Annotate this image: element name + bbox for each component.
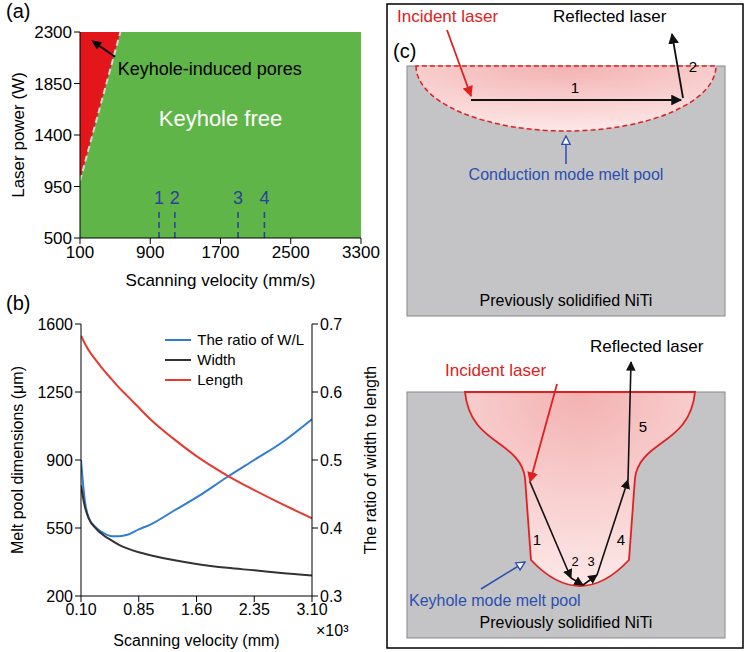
svg-text:1: 1 — [154, 188, 164, 208]
svg-text:Scanning velocity (mm): Scanning velocity (mm) — [113, 632, 279, 649]
svg-text:Reflected laser: Reflected laser — [553, 7, 667, 26]
svg-text:Conduction mode melt pool: Conduction mode melt pool — [469, 166, 664, 183]
svg-text:5: 5 — [639, 418, 647, 435]
svg-text:Keyhole free: Keyhole free — [159, 106, 283, 131]
html-text:Width: Width — [197, 351, 236, 368]
svg-text:2: 2 — [689, 58, 697, 75]
svg-text:1400: 1400 — [34, 126, 72, 145]
svg-text:1.60: 1.60 — [181, 601, 212, 618]
svg-text:(c): (c) — [393, 40, 416, 62]
html-text:×10³: ×10³ — [316, 622, 349, 639]
html-text:The ratio of W/L: The ratio of W/L — [197, 331, 304, 348]
svg-text:0.7: 0.7 — [320, 316, 342, 333]
svg-text:3.10: 3.10 — [296, 601, 328, 619]
svg-text:2.35: 2.35 — [239, 601, 270, 618]
svg-text:Keyhole mode melt pool: Keyhole mode melt pool — [409, 592, 581, 609]
svg-text:Previously solidified NiTi: Previously solidified NiTi — [480, 292, 653, 309]
svg-text:900: 900 — [136, 243, 164, 262]
svg-text:0.5: 0.5 — [320, 452, 342, 469]
svg-text:Scanning velocity (mm/s): Scanning velocity (mm/s) — [126, 271, 316, 290]
html-text:(a): (a) — [6, 0, 31, 22]
svg-text:1700: 1700 — [202, 243, 240, 262]
svg-text:1: 1 — [533, 531, 541, 548]
svg-text:1600: 1600 — [37, 316, 73, 333]
svg-text:900: 900 — [46, 452, 73, 469]
svg-text:Incident laser: Incident laser — [397, 7, 498, 26]
svg-text:The ratio of width to length: The ratio of width to length — [362, 366, 379, 555]
svg-text:2300: 2300 — [34, 23, 72, 42]
svg-text:0.6: 0.6 — [320, 384, 342, 401]
svg-text:0.85: 0.85 — [123, 601, 154, 618]
svg-text:500: 500 — [44, 229, 72, 248]
svg-text:2: 2 — [170, 188, 180, 208]
svg-text:3: 3 — [587, 554, 594, 569]
svg-text:4: 4 — [259, 188, 269, 208]
svg-text:Keyhole-induced pores: Keyhole-induced pores — [118, 59, 302, 79]
svg-text:950: 950 — [44, 178, 72, 197]
svg-text:Reflected laser: Reflected laser — [590, 337, 704, 356]
html-text:Length: Length — [197, 371, 244, 388]
svg-text:3: 3 — [233, 188, 243, 208]
svg-text:0.3: 0.3 — [320, 588, 342, 605]
svg-text:1: 1 — [571, 79, 579, 96]
svg-text:2500: 2500 — [272, 243, 310, 262]
svg-text:Incident laser: Incident laser — [445, 361, 546, 380]
svg-text:3300: 3300 — [342, 243, 380, 262]
svg-text:1250: 1250 — [37, 384, 73, 401]
svg-text:4: 4 — [617, 531, 625, 548]
svg-text:Melt pool dimensions (μm): Melt pool dimensions (μm) — [9, 366, 26, 554]
svg-text:0.4: 0.4 — [320, 520, 342, 537]
svg-text:0.10: 0.10 — [65, 601, 97, 619]
svg-text:Laser power (W): Laser power (W) — [9, 72, 28, 198]
svg-text:200: 200 — [46, 588, 73, 605]
svg-text:Previously solidified NiTi: Previously solidified NiTi — [480, 614, 653, 631]
svg-text:2: 2 — [571, 554, 578, 569]
svg-text:100: 100 — [65, 243, 95, 263]
svg-text:550: 550 — [46, 520, 73, 537]
html-text:(b): (b) — [6, 292, 31, 314]
svg-text:1850: 1850 — [34, 75, 72, 94]
